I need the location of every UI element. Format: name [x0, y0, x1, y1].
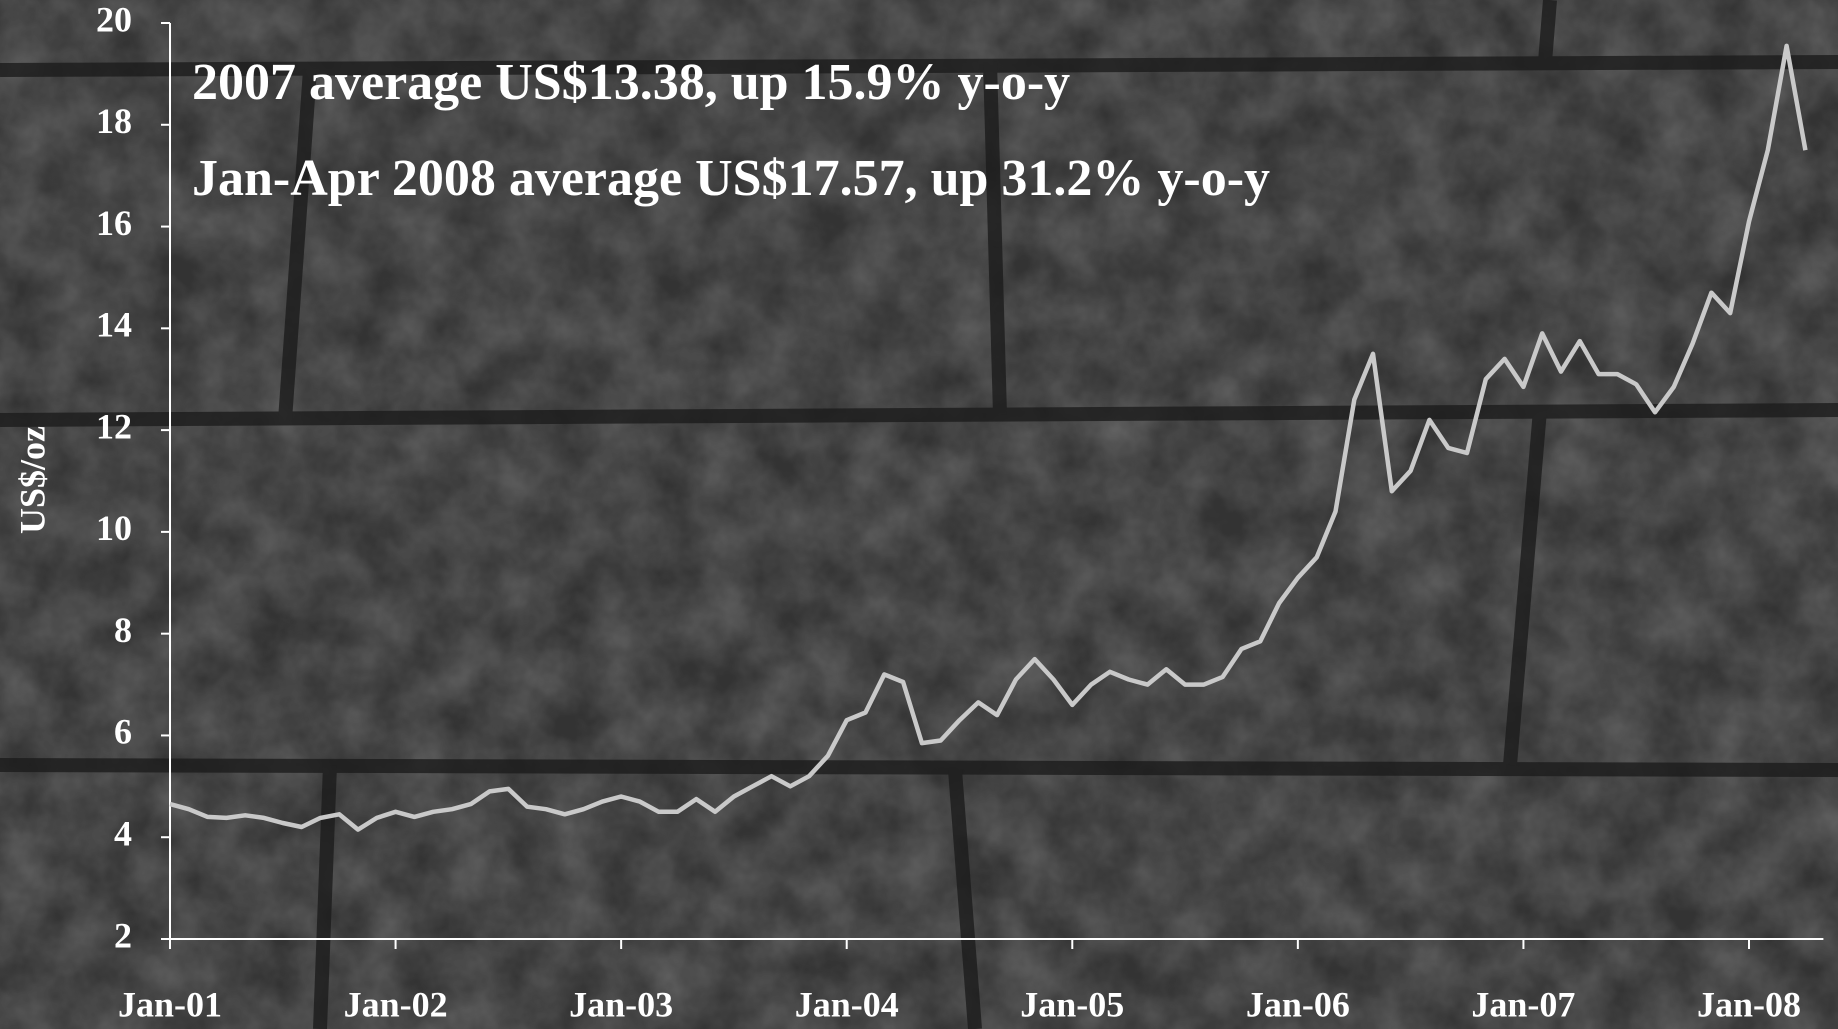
price-line [169, 43, 1808, 832]
x-tick-label: Jan-02 [344, 984, 448, 1024]
x-tick-label: Jan-05 [1020, 984, 1124, 1024]
x-tick-label: Jan-08 [1697, 984, 1801, 1024]
y-tick-label: 6 [114, 712, 132, 752]
y-tick-label: 16 [96, 203, 132, 243]
y-tick-label: 4 [114, 813, 132, 853]
x-tick-label: Jan-06 [1246, 984, 1350, 1024]
x-tick-label: Jan-07 [1471, 984, 1575, 1024]
x-tick-label: Jan-04 [795, 984, 899, 1024]
y-tick-label: 14 [96, 305, 132, 345]
y-axis-label: US$/oz [12, 426, 52, 534]
y-tick-label: 8 [114, 610, 132, 650]
y-tick-label: 18 [96, 101, 132, 141]
x-tick-label: Jan-01 [118, 984, 222, 1024]
y-tick-label: 2 [114, 915, 132, 955]
y-tick-label: 12 [96, 406, 132, 446]
annotation: Jan-Apr 2008 average US$17.57, up 31.2% … [192, 150, 1270, 207]
annotation: 2007 average US$13.38, up 15.9% y-o-y [192, 54, 1070, 111]
y-tick-label: 10 [96, 508, 132, 548]
x-tick-label: Jan-03 [569, 984, 673, 1024]
y-tick-label: 20 [96, 0, 132, 39]
